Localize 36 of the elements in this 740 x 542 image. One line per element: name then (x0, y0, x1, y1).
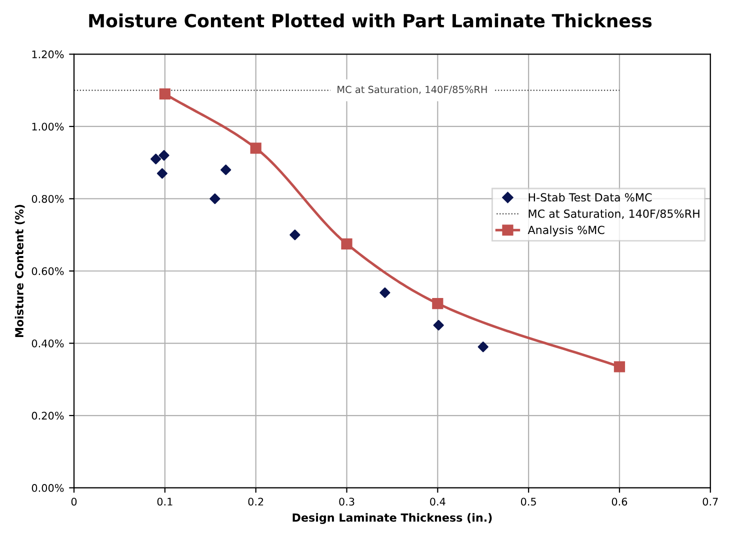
y-tick-label: 0.60% (32, 267, 64, 276)
point (478, 342, 488, 352)
point (614, 361, 626, 372)
point (220, 164, 232, 176)
y-tick-label: 0.20% (32, 412, 64, 420)
y-tick-label: 1.20% (32, 50, 64, 58)
x-tick-label: 0.6 (612, 498, 628, 506)
x-tick-label: 0.5 (520, 498, 536, 506)
chart-title: Moisture Content Plotted with Part Laminate Thickness (89, 14, 652, 28)
point (150, 154, 162, 164)
point (290, 230, 300, 240)
point (158, 150, 170, 161)
x-axis-title: Design Laminate Thickness (in.) (292, 513, 492, 524)
text: MC at Saturation, 140F/85%RH (528, 209, 700, 219)
point (210, 193, 220, 204)
y-tick-label: 0.00% (32, 484, 64, 492)
legend-label: H-Stab Test Data %MC (528, 192, 652, 202)
point (433, 320, 444, 330)
point (380, 287, 390, 298)
point (159, 88, 170, 100)
x-tick-label: 0 (71, 498, 77, 506)
point (432, 298, 444, 310)
point (250, 142, 262, 154)
y-tick-label: 0.40% (32, 339, 64, 348)
x-tick-label: 0.1 (157, 498, 172, 506)
ref-line-label: MC at Saturation, 140F/85%RH (338, 86, 487, 94)
point (156, 168, 168, 179)
x-tick-label: 0.3 (339, 498, 354, 506)
y-axis-title: Moisture Content (%) (14, 204, 25, 338)
legend-label: Analysis %MC (528, 226, 604, 236)
x-tick-label: 0.2 (248, 498, 264, 506)
x-tick-label: 0.4 (430, 498, 446, 506)
x-tick-label: 0.7 (702, 498, 718, 506)
point (341, 238, 352, 250)
y-tick-label: 0.80% (32, 194, 64, 203)
y-tick-label: 1.00% (32, 122, 64, 131)
